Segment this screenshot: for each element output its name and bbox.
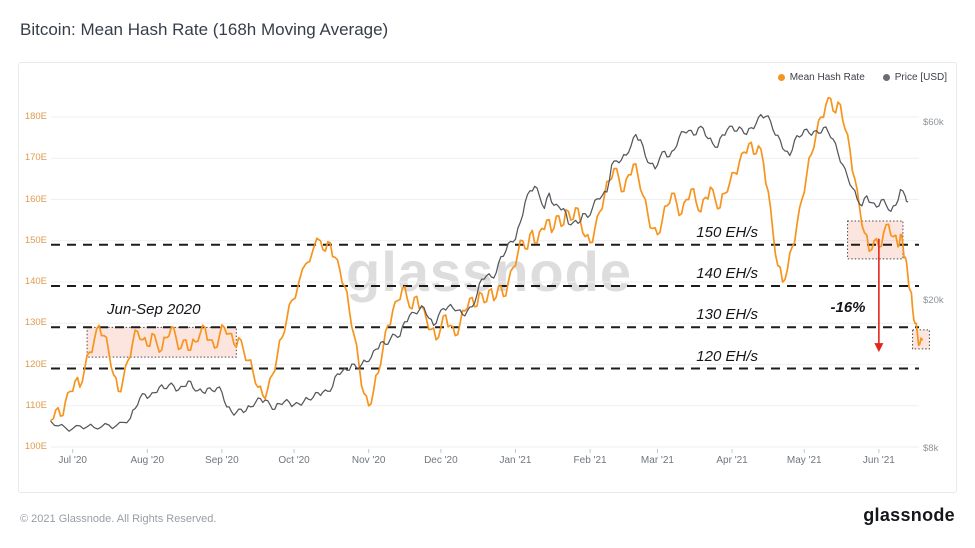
axis-labels-layer: 100E 110E 120E 130E 140E 150E 160E 170E 180E $60k… (19, 63, 956, 492)
chart-plot[interactable] (19, 63, 956, 492)
x-axis-label: Oct '20 (278, 455, 310, 466)
reference-line-label: 120 EH/s (696, 347, 758, 365)
reference-line-label: 150 EH/s (696, 223, 758, 241)
hash-axis-label: 150E (24, 234, 47, 246)
legend-item-hashrate[interactable]: Mean Hash Rate (777, 72, 865, 83)
annotation-jun-sep-2020: Jun-Sep 2020 (107, 301, 201, 318)
x-axis-label: Sep '20 (205, 455, 239, 466)
x-axis-label: Dec '20 (424, 455, 458, 466)
x-axis-label: Jul '20 (58, 455, 87, 466)
reference-line-label: 140 EH/s (696, 265, 758, 282)
hash-axis-label: 140E (24, 276, 47, 287)
hash-axis-label: 180E (24, 111, 47, 122)
price-axis-label: $60k (923, 117, 944, 129)
legend-item-label: Mean Hash Rate (789, 72, 865, 83)
chart-legend: Mean Hash Rate Price [USD] (777, 72, 947, 83)
hash-axis-label: 160E (24, 193, 47, 205)
annotation-drop-percent: -16% (830, 299, 866, 316)
price-legend-dot-icon (882, 74, 890, 81)
legend-item-price[interactable]: Price [USD] (882, 72, 947, 83)
legend-item-label: Price [USD] (894, 72, 947, 83)
price-axis-label: $8k (923, 443, 939, 455)
price-axis-label: $20k (923, 295, 944, 306)
hash-axis-label: 110E (25, 399, 47, 411)
x-axis-label: May '21 (786, 455, 822, 466)
x-axis-label: Nov '20 (351, 455, 386, 466)
x-axis-label: Jan '21 (499, 455, 532, 466)
hash-axis-label: 130E (24, 317, 47, 329)
chart-card: glassnode 100E 110E 120E 130E 140E 150E 160E 17… (18, 62, 957, 493)
x-axis-label: Mar '21 (640, 455, 674, 466)
x-axis-label: Feb '21 (573, 455, 607, 466)
hash-axis-label: 100E (24, 441, 47, 452)
hash-axis-label: 170E (24, 152, 47, 164)
footer-copyright: © 2021 Glassnode. All Rights Reserved. (20, 513, 217, 525)
x-axis-label: Aug '20 (130, 455, 165, 466)
glassnode-logo: glassnode (863, 505, 955, 525)
hash-axis-label: 120E (24, 358, 47, 370)
page-title: Bitcoin: Mean Hash Rate (168h Moving Ave… (20, 20, 389, 39)
reference-line-label: 130 EH/s (696, 306, 758, 324)
x-axis-label: Apr '21 (716, 455, 748, 466)
x-axis-label: Jun '21 (862, 455, 895, 466)
hashrate-legend-dot-icon (777, 74, 785, 81)
